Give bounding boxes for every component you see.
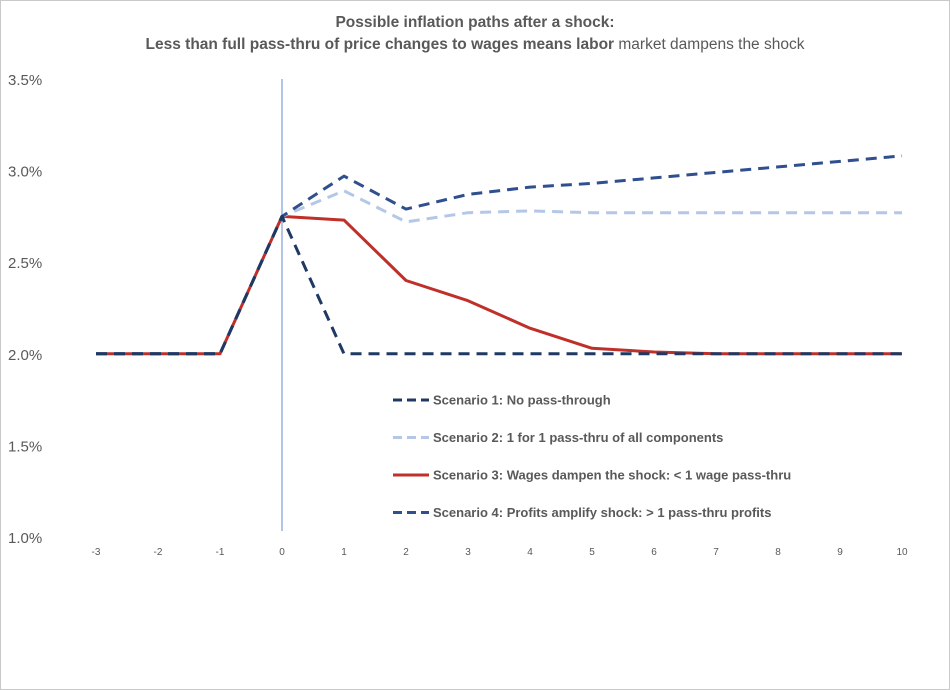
x-tick-label: 0	[279, 547, 285, 558]
legend-label-scenario-3: Scenario 3: Wages dampen the shock: < 1 …	[433, 468, 791, 483]
series-line-scenario-2	[96, 189, 902, 356]
x-tick-label: -2	[154, 547, 163, 558]
x-tick-label: -3	[92, 547, 101, 558]
x-tick-label: 8	[775, 547, 781, 558]
x-tick-label: 10	[896, 547, 908, 558]
y-tick-label: 2.5%	[8, 255, 42, 272]
x-tick-label: 7	[713, 547, 719, 558]
x-tick-label: 5	[589, 547, 595, 558]
y-tick-label: 1.5%	[8, 438, 42, 455]
series-line-scenario-3	[96, 214, 902, 356]
chart-title-line2: Less than full pass-thru of price change…	[0, 34, 950, 56]
legend-label-scenario-2: Scenario 2: 1 for 1 pass-thru of all com…	[433, 430, 723, 445]
series-line-scenario-1	[96, 214, 902, 356]
series-line-scenario-4	[96, 154, 903, 356]
x-tick-label: -1	[216, 547, 225, 558]
y-tick-label: 2.0%	[8, 347, 42, 364]
y-tick-label: 1.0%	[8, 530, 42, 547]
y-tick-label: 3.5%	[8, 72, 42, 89]
x-tick-label: 3	[465, 547, 471, 558]
x-tick-label: 1	[341, 547, 347, 558]
chart-title-line1: Possible inflation paths after a shock:	[335, 14, 615, 31]
chart-title-line2-bold: Less than full pass-thru of price change…	[145, 36, 615, 53]
x-tick-label: 6	[651, 547, 657, 558]
x-tick-label: 2	[403, 547, 409, 558]
legend-label-scenario-4: Scenario 4: Profits amplify shock: > 1 p…	[433, 505, 771, 520]
chart-title-line2-rest: market dampens the shock	[614, 36, 805, 53]
chart-title: Possible inflation paths after a shock: …	[0, 12, 950, 56]
y-tick-label: 3.0%	[8, 164, 42, 181]
x-tick-label: 4	[527, 547, 533, 558]
legend-label-scenario-1: Scenario 1: No pass-through	[433, 393, 611, 408]
x-tick-label: 9	[837, 547, 843, 558]
